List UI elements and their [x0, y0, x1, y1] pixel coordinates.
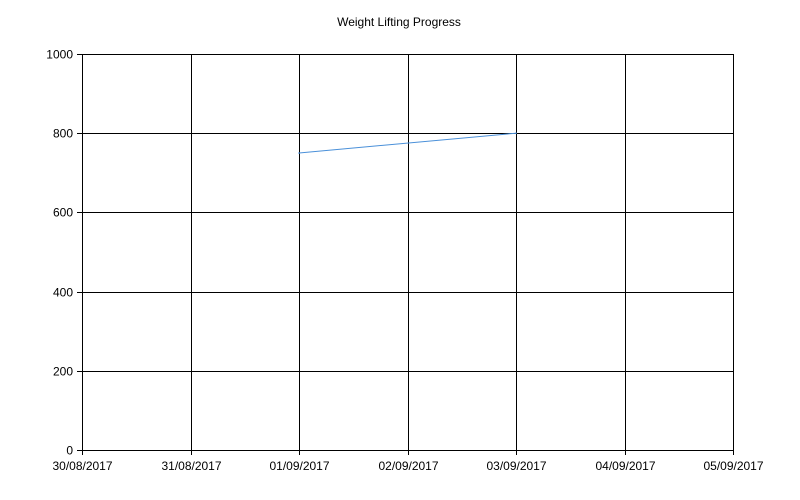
y-tick-label: 800 [53, 127, 73, 141]
y-tick-label: 0 [66, 444, 73, 458]
y-tick-label: 400 [53, 286, 73, 300]
chart-axes [77, 54, 734, 455]
x-tick-label: 30/08/2017 [52, 459, 112, 473]
y-tick-label: 600 [53, 206, 73, 220]
y-tick-label: 200 [53, 365, 73, 379]
series-line [298, 132, 517, 154]
x-tick-label: 05/09/2017 [703, 459, 763, 473]
x-tick-label: 02/09/2017 [378, 459, 438, 473]
chart-series-layer [298, 132, 517, 154]
x-tick-label: 01/09/2017 [269, 459, 329, 473]
x-tick-label: 03/09/2017 [486, 459, 546, 473]
y-tick-label: 1000 [46, 48, 73, 62]
data-point [298, 152, 300, 154]
x-tick-label: 31/08/2017 [161, 459, 221, 473]
chart-grid [82, 54, 734, 451]
x-tick-label: 04/09/2017 [595, 459, 655, 473]
chart-tick-labels: 30/08/2017 31/08/2017 01/09/2017 02/09/2017… [46, 48, 764, 474]
chart-title: Weight Lifting Progress [337, 15, 461, 29]
data-point [515, 132, 517, 134]
